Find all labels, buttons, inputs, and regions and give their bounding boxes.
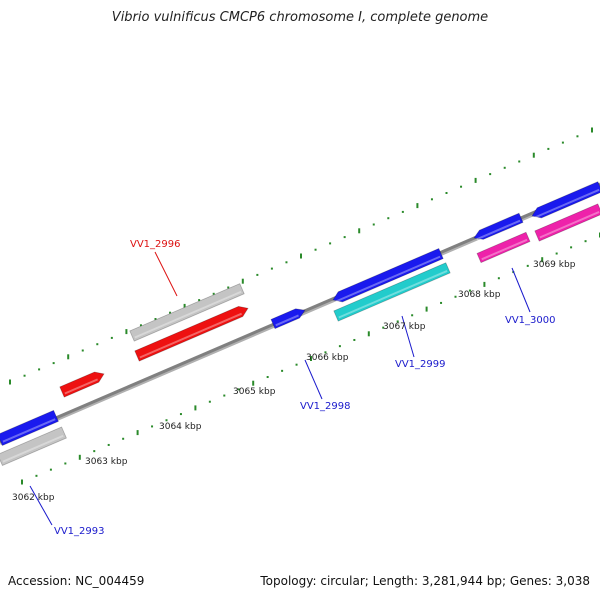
gene-blue-2999-partner-shine [335, 255, 441, 303]
gene-blue-3000 [473, 212, 524, 240]
scale-labels: 3062 kbp 3063 kbp 3064 kbp 3065 kbp 3066 kbp… [12, 260, 576, 503]
gene-blue-2998-shine [275, 314, 299, 327]
label-leaders [29, 251, 531, 526]
scale-label: 3065 kbp [233, 387, 276, 397]
leader-line [29, 485, 53, 526]
scale-label: 3069 kbp [533, 260, 576, 270]
accession-text: Accession: NC_004459 [8, 574, 145, 588]
gene-blue-2999-partner [332, 247, 444, 303]
gene-grey-2996-shine [134, 290, 242, 339]
leader-line [401, 315, 415, 358]
map-title: Vibrio vulnificus CMCP6 chromosome I, co… [111, 10, 489, 25]
scale-label: 3067 kbp [383, 322, 426, 332]
gene-magenta-3000 [476, 231, 531, 264]
gene-cyan-2999-shine [338, 269, 448, 319]
gene-features [0, 181, 600, 467]
gene-cyan-2999 [333, 262, 451, 322]
gene-blue-left-shine [2, 418, 56, 443]
gene-label-vv1_2998: VV1_2998 [300, 401, 351, 412]
leader-line [511, 267, 531, 313]
scale-ticks [9, 127, 600, 485]
leader-line [304, 359, 323, 400]
gene-label-vv1_3000: VV1_3000 [505, 315, 556, 326]
scale-label: 3063 kbp [85, 457, 128, 467]
gene-grey-2993 [0, 426, 67, 467]
gene-blue-right-shine [534, 188, 600, 219]
scale-label: 3064 kbp [159, 422, 202, 432]
topology-summary: Topology: circular; Length: 3,281,944 bp… [260, 574, 590, 588]
gene-blue-right [531, 181, 600, 219]
scale-label: 3068 kbp [458, 290, 501, 300]
leader-line [154, 251, 178, 297]
gene-grey-2996 [129, 283, 245, 342]
gene-red-small-shine [64, 378, 99, 395]
gene-red-2996 [134, 305, 249, 362]
scale-label: 3066 kbp [306, 353, 349, 363]
gene-magenta-right [534, 203, 600, 242]
gene-label-vv1_2996: VV1_2996 [130, 239, 181, 250]
gene-grey-2993-shine [2, 434, 64, 463]
gene-red-small [59, 371, 105, 398]
gene-label-vv1_2999: VV1_2999 [395, 359, 446, 370]
gene-red-2996-shine [139, 312, 243, 359]
scale-label: 3062 kbp [12, 493, 55, 503]
gene-blue-2998 [270, 308, 306, 330]
gene-blue-left [0, 409, 59, 447]
gene-labels: VV1_2996 VV1_2993 VV1_2998 VV1_2999 VV1_3000 [54, 239, 556, 537]
gene-magenta-3000-shine [481, 238, 528, 261]
gene-magenta-right-shine [539, 211, 600, 239]
gene-blue-3000-shine [476, 219, 521, 241]
gene-label-vv1_2993: VV1_2993 [54, 526, 105, 537]
